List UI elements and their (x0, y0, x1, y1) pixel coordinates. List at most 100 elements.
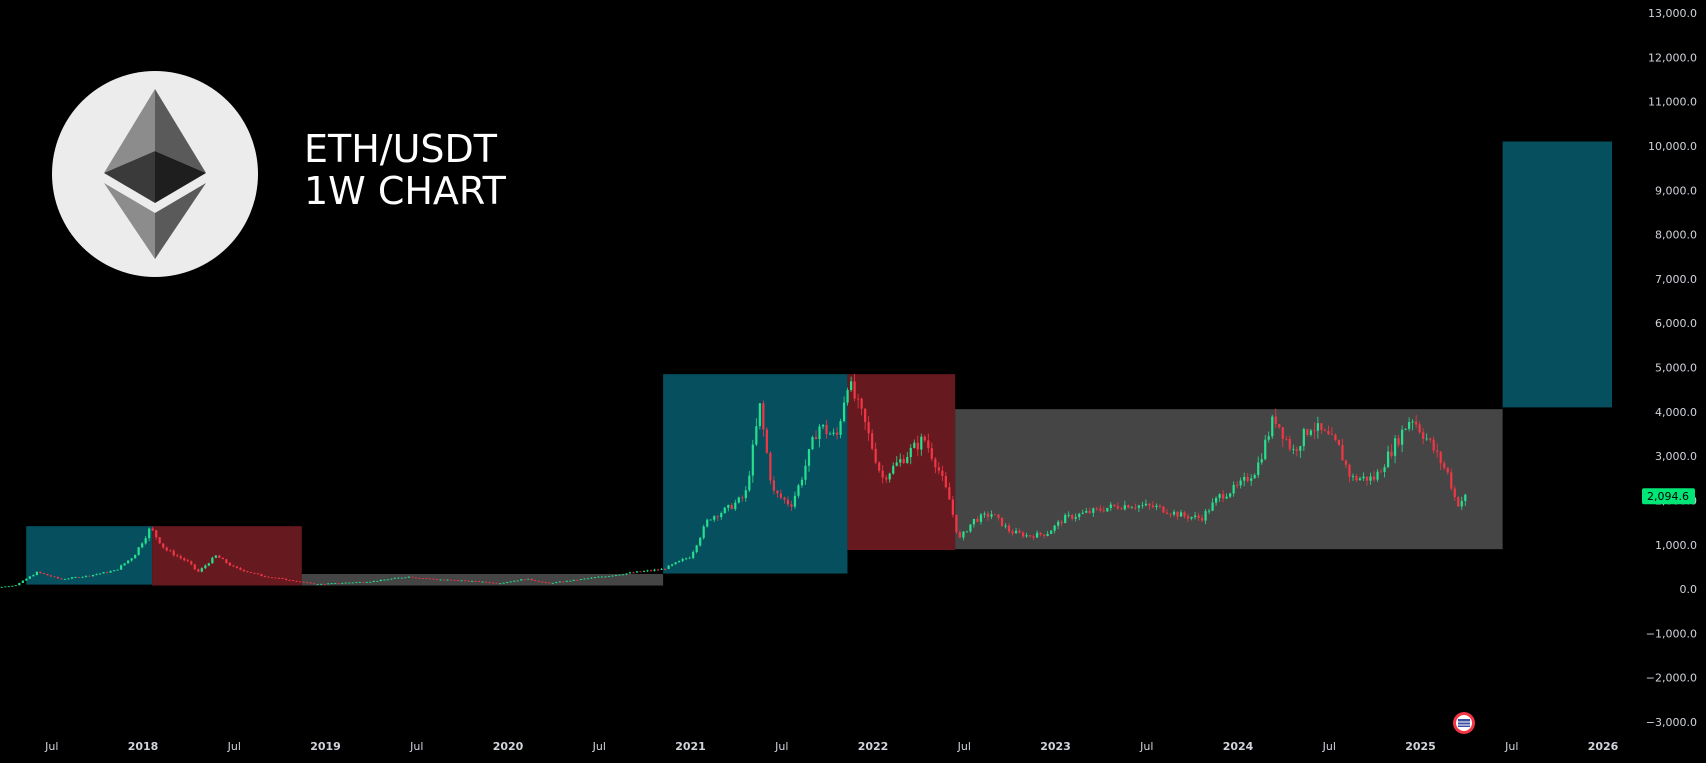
candle-body (944, 475, 947, 488)
candle (1000, 517, 1004, 527)
price-axis[interactable]: 13,000.0 12,000.0 11,000.0 10,000.0 9,000.0 8… (1646, 7, 1697, 729)
candle (242, 569, 246, 572)
candle-body (102, 572, 105, 574)
candle (958, 530, 961, 539)
candle (916, 435, 919, 457)
candle (1288, 435, 1291, 452)
candle-body (934, 458, 937, 468)
candle (895, 456, 898, 467)
candle-body (263, 576, 267, 577)
candle (941, 465, 944, 482)
candle-body (446, 579, 449, 581)
candle (21, 580, 24, 584)
candle (720, 511, 723, 520)
candle-body (313, 583, 316, 585)
candle (372, 580, 375, 583)
candle-body (976, 518, 979, 522)
candle (797, 483, 800, 499)
candle (151, 526, 154, 532)
candle-body (937, 467, 940, 471)
candle (1393, 435, 1397, 464)
candle (481, 581, 484, 583)
candle-body (246, 571, 249, 573)
candle (523, 579, 526, 581)
candle (692, 550, 695, 560)
candle (1411, 419, 1414, 431)
candle (1450, 468, 1453, 491)
candle (1116, 502, 1119, 510)
candle (249, 572, 253, 573)
candle (214, 555, 217, 559)
candle (562, 581, 565, 583)
candle (4, 586, 7, 588)
candle-body (1064, 514, 1067, 524)
candle (913, 439, 916, 449)
candle-body (625, 573, 628, 575)
candle (762, 400, 765, 437)
candle (860, 397, 863, 416)
candle-body (800, 479, 804, 486)
time-tick-label: 2023 (1040, 740, 1071, 753)
candle (1302, 427, 1305, 451)
candle-body (1320, 423, 1323, 430)
candle (1172, 509, 1176, 517)
candle (1106, 507, 1109, 513)
candle-body (871, 433, 874, 449)
candle-body (1007, 525, 1011, 532)
candle-body (211, 557, 214, 564)
candle (256, 573, 260, 575)
candle-body (593, 577, 596, 579)
chart-title-timeframe: 1W CHART (304, 169, 506, 213)
candle (327, 583, 330, 585)
candle-body (1260, 459, 1263, 463)
candle-body (653, 569, 656, 571)
candle (881, 465, 884, 484)
candle (323, 583, 326, 585)
candle-body (649, 570, 653, 572)
candle (1422, 428, 1425, 445)
candle-body (249, 572, 253, 573)
candle (1436, 443, 1439, 458)
candle-body (692, 551, 695, 558)
candle-body (1106, 507, 1109, 512)
candle-body (1281, 427, 1284, 439)
candle-body (1302, 429, 1305, 447)
candle (1113, 504, 1116, 508)
candle-body (857, 398, 860, 400)
candle (495, 582, 498, 584)
candle (1386, 445, 1390, 468)
candle (765, 427, 768, 454)
candle (492, 582, 495, 584)
candle-body (369, 581, 372, 583)
candle-body (513, 580, 516, 582)
candle (298, 581, 302, 583)
candle (1148, 502, 1151, 510)
candle (235, 566, 239, 569)
candle (734, 499, 737, 512)
candle-body (646, 570, 649, 572)
candle-body (176, 555, 179, 557)
candle-body (1085, 511, 1088, 513)
candle (892, 462, 895, 475)
candle-body (1439, 451, 1442, 464)
candle-body (1155, 505, 1158, 508)
price-tick-label: 10,000.0 (1648, 140, 1697, 153)
time-axis[interactable]: Jul 2018 Jul 2019 Jul 2020 Jul 2021 Jul 2022 Jul 20… (44, 740, 1619, 753)
candle (200, 567, 203, 573)
candle (1306, 428, 1309, 437)
candle (1137, 504, 1140, 513)
candle (1429, 437, 1432, 443)
candle-body (772, 480, 775, 491)
candle (1299, 445, 1302, 458)
candle (442, 579, 446, 581)
candle (1071, 513, 1074, 521)
candle-body (702, 526, 705, 538)
candle-body (537, 580, 540, 582)
us-flag-event-icon[interactable] (1453, 712, 1475, 734)
price-tick-label: 6,000.0 (1655, 317, 1697, 330)
last-price-tag-background (1642, 488, 1695, 505)
candle-body (839, 421, 842, 435)
candle-body (1113, 504, 1116, 506)
